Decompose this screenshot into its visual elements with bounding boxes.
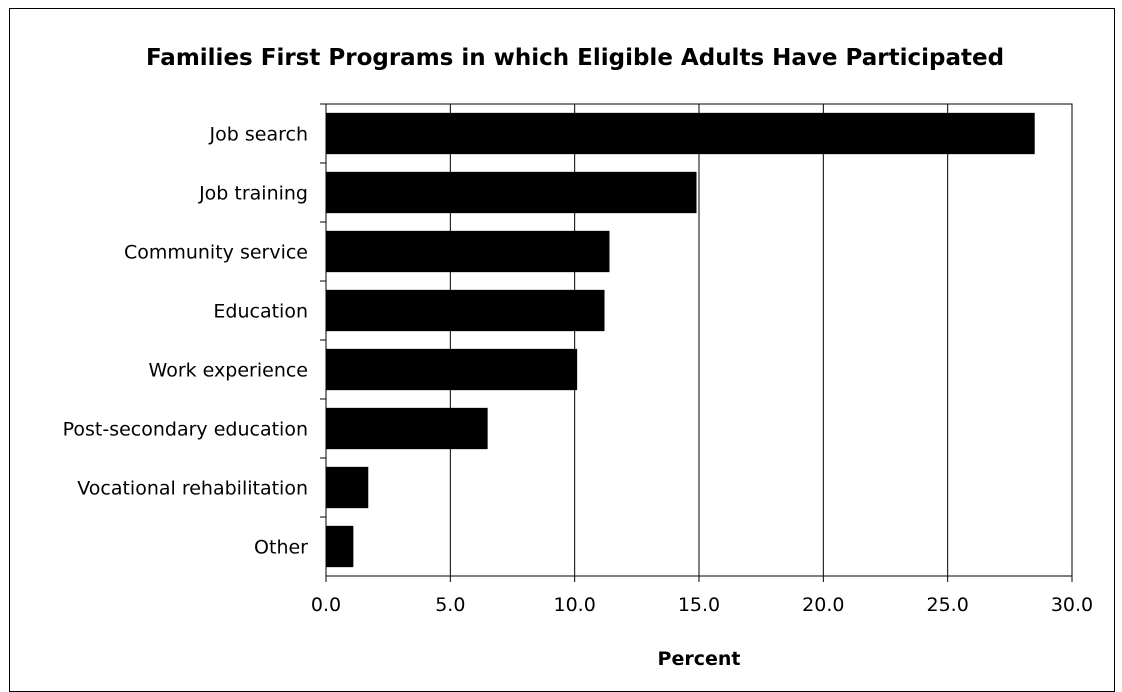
x-tick-labels: 0.0 5.0 10.0 15.0 20.0 25.0 30.0 bbox=[311, 576, 1093, 616]
x-tick-label: 10.0 bbox=[554, 594, 596, 616]
category-label: Community service bbox=[124, 242, 308, 264]
x-axis-title: Percent bbox=[658, 648, 741, 670]
x-tick-label: 30.0 bbox=[1051, 594, 1093, 616]
category-label: Other bbox=[254, 537, 308, 559]
x-tick-label: 5.0 bbox=[435, 594, 465, 616]
category-label: Job search bbox=[209, 124, 308, 146]
category-label: Work experience bbox=[149, 360, 308, 382]
category-label: Vocational rehabilitation bbox=[77, 478, 308, 500]
category-labels: Job search Job training Community service E… bbox=[63, 103, 326, 559]
bar bbox=[326, 289, 605, 332]
bars bbox=[326, 112, 1035, 568]
plot-area bbox=[325, 103, 1073, 577]
bar bbox=[326, 171, 697, 214]
x-tick-label: 15.0 bbox=[678, 594, 720, 616]
bar bbox=[326, 348, 578, 391]
x-tick-label: 20.0 bbox=[802, 594, 844, 616]
chart-title: Families First Programs in which Eligibl… bbox=[146, 45, 1004, 71]
category-label: Post-secondary education bbox=[63, 419, 308, 441]
bar bbox=[326, 230, 610, 273]
bar bbox=[326, 466, 369, 509]
x-tick-label: 25.0 bbox=[927, 594, 969, 616]
x-tick-label: 0.0 bbox=[311, 594, 341, 616]
bar bbox=[326, 525, 354, 568]
bar bbox=[326, 407, 488, 450]
category-label: Job training bbox=[198, 183, 308, 205]
category-label: Education bbox=[213, 301, 308, 323]
bar bbox=[326, 112, 1035, 155]
